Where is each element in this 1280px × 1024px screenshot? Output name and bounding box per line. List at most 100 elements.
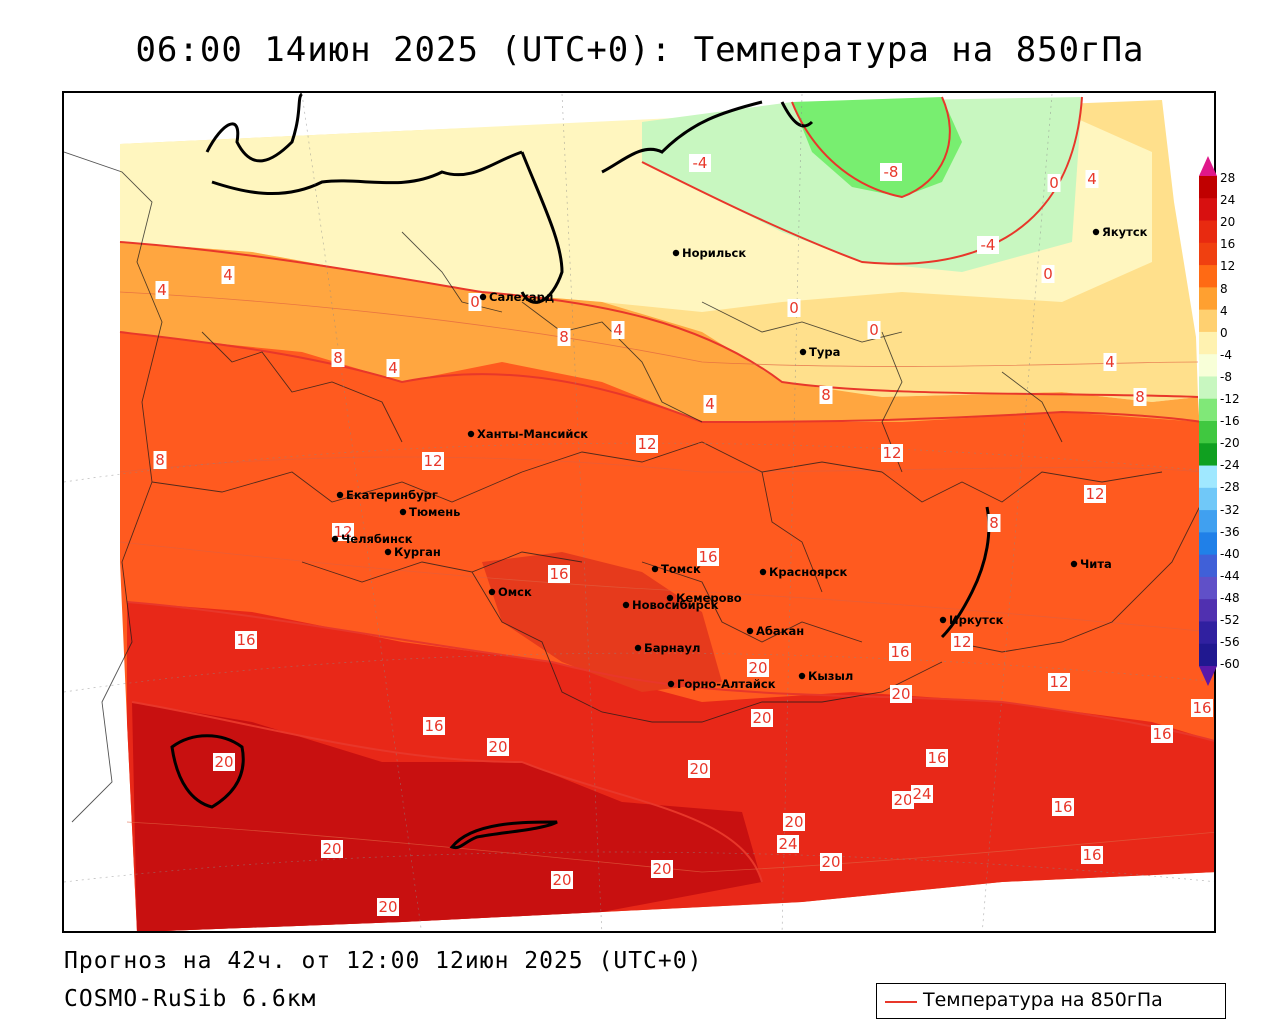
- isotherm-label: 16: [423, 717, 445, 735]
- isotherm-label: 12: [881, 444, 903, 462]
- city-label: Горно-Алтайск: [677, 677, 776, 691]
- city-dot: [488, 588, 496, 596]
- isotherm-value: -8: [884, 163, 899, 181]
- colorbar-segment: [1199, 554, 1217, 578]
- isotherm-label: 20: [487, 738, 509, 756]
- isotherm-label: 0: [1047, 174, 1061, 192]
- city-label: Тюмень: [409, 505, 460, 519]
- city-label: Омск: [498, 585, 532, 599]
- colorbar-segment: [1199, 465, 1217, 489]
- legend-label: Температура на 850гПа: [923, 989, 1163, 1011]
- city-dot: [798, 672, 806, 680]
- isotherm-label: -4: [689, 154, 711, 172]
- isotherm-label: 12: [636, 435, 658, 453]
- isotherm-label: 16: [1191, 699, 1213, 717]
- isotherm-label: 16: [1081, 846, 1103, 864]
- colorbar-tick-label: -16: [1220, 414, 1240, 429]
- colorbar-tick-label: -12: [1220, 392, 1240, 406]
- city-marker: Кызыл: [798, 669, 853, 683]
- city-label: Ханты-Мансийск: [477, 427, 588, 441]
- city-label: Екатеринбург: [346, 488, 438, 502]
- map-area: -4 -8 0 4 -4 0 4 4 0 0 8 4 8 4 0 4 8 4 8 8 12 12 12 12 12 8 16 16 16…: [62, 91, 1216, 933]
- forecast-info: Прогноз на 42ч. от 12:00 12июн 2025 (UTC…: [64, 948, 703, 974]
- city-label: Новосибирск: [632, 598, 719, 612]
- city-marker: Кемерово: [666, 591, 742, 605]
- city-dot: [384, 548, 392, 556]
- city-dot: [1070, 560, 1078, 568]
- isotherm-label: 20: [783, 813, 805, 831]
- isotherm-label: 4: [1085, 170, 1099, 188]
- isotherm-label: 16: [889, 643, 911, 661]
- isotherm-value: 24: [778, 835, 797, 853]
- isotherm-label: 24: [911, 785, 933, 803]
- colorbar-tick-label: -32: [1220, 502, 1240, 517]
- isotherm-value: 0: [789, 299, 799, 317]
- colorbar-segment: [1199, 643, 1217, 667]
- city-label: Норильск: [682, 246, 746, 260]
- isotherm-value: 4: [223, 266, 233, 284]
- city-marker: Екатеринбург: [336, 488, 438, 502]
- isotherm-label: 8: [987, 514, 1001, 532]
- colorbar-segment: [1199, 621, 1217, 645]
- isotherm-label: 0: [468, 293, 482, 311]
- isotherm-value: 4: [1087, 170, 1097, 188]
- colorbar-tick-label: 28: [1220, 171, 1236, 185]
- colorbar-tick-label: -28: [1220, 480, 1240, 495]
- city-dot: [939, 616, 947, 624]
- colorbar-segment: [1199, 532, 1217, 556]
- city-dot: [331, 535, 339, 543]
- colorbar-segment: [1199, 354, 1217, 377]
- isotherm-value: 16: [1082, 846, 1101, 864]
- isotherm-label: 16: [548, 565, 570, 583]
- city-dot: [399, 508, 407, 516]
- isotherm-label: 12: [1048, 673, 1070, 691]
- isotherm-value: 0: [1043, 265, 1053, 283]
- isotherm-label: 20: [551, 871, 573, 889]
- colorbar-segment: [1199, 176, 1217, 199]
- isotherm-label: 12: [951, 633, 973, 651]
- city-dot: [467, 430, 475, 438]
- city-dot: [746, 627, 754, 635]
- isotherm-value: -4: [693, 154, 708, 172]
- isotherm-label: 20: [820, 853, 842, 871]
- isotherm-value: 20: [893, 791, 912, 809]
- city-label: Курган: [394, 545, 441, 559]
- colorbar-tick-label: -48: [1220, 590, 1240, 605]
- city-marker: Курган: [384, 545, 441, 559]
- city-marker: Тюмень: [399, 505, 460, 519]
- city-label: Иркутск: [949, 613, 1004, 627]
- isotherm-value: 8: [155, 451, 165, 469]
- isotherm-value: 16: [890, 643, 909, 661]
- city-dot: [651, 565, 659, 573]
- city-dot: [667, 680, 675, 688]
- isotherm-value: 4: [705, 395, 715, 413]
- colorbar-segment: [1199, 443, 1217, 467]
- isotherm-label: 20: [651, 860, 673, 878]
- isotherm-value: 16: [698, 548, 717, 566]
- city-marker: Салехард: [479, 290, 554, 304]
- colorbar-tick-label: -8: [1220, 369, 1232, 384]
- city-marker: Горно-Алтайск: [667, 677, 776, 691]
- legend-box: Температура на 850гПа: [876, 983, 1226, 1019]
- city-dot: [672, 249, 680, 257]
- city-label: Кызыл: [808, 669, 853, 683]
- isotherm-value: 4: [388, 359, 398, 377]
- isotherm-value: 12: [882, 444, 901, 462]
- isotherm-value: 4: [1105, 353, 1115, 371]
- colorbar-tick-label: 0: [1220, 325, 1228, 340]
- isotherm-value: 12: [1049, 673, 1068, 691]
- city-marker: Челябинск: [331, 532, 413, 546]
- colorbar-tick-label: 4: [1220, 303, 1228, 318]
- colorbar-segment: [1199, 331, 1217, 355]
- isotherm-value: 16: [424, 717, 443, 735]
- city-label: Красноярск: [769, 565, 847, 579]
- isotherm-value: 4: [157, 281, 167, 299]
- colorbar-tick-label: -36: [1220, 524, 1240, 539]
- isotherm-label: 20: [892, 791, 914, 809]
- colorbar-tick-label: -52: [1220, 613, 1240, 627]
- isotherm-value: 0: [869, 321, 879, 339]
- city-marker: Абакан: [746, 624, 804, 638]
- isotherm-value: -4: [981, 236, 996, 254]
- isotherm-label: 4: [703, 395, 717, 413]
- city-label: Чита: [1080, 557, 1112, 571]
